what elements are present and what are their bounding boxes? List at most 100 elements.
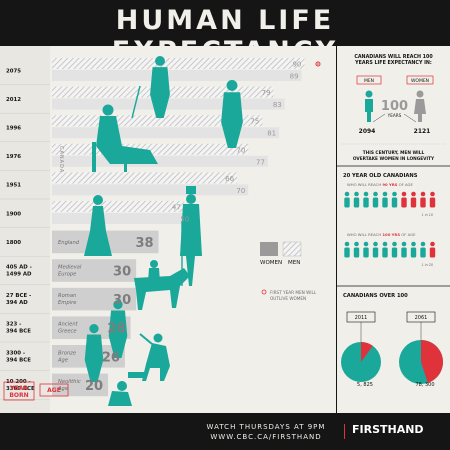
year-label: 394 BCE <box>6 357 31 363</box>
silhouette-seated-woman <box>92 104 158 172</box>
value-label-historical: 30 <box>113 293 131 308</box>
era-label: Age <box>57 357 68 363</box>
pie-slice <box>421 340 443 383</box>
footer-bar <box>0 413 450 450</box>
person-icon <box>372 191 379 208</box>
year-label: 1951 <box>6 183 21 189</box>
legend-label-women: WOMEN <box>260 260 282 266</box>
men-year: 2094 <box>359 128 376 135</box>
year-label: 405 AD - <box>6 265 32 271</box>
annotation-line-2: OUTLIVE WOMEN <box>270 296 306 301</box>
age-box <box>39 383 69 397</box>
footer-url[interactable]: WWW.CBC.CA/FIRSTHAND <box>210 433 322 441</box>
value-label-women: 50 <box>180 216 189 224</box>
legend-swatch-women <box>260 242 278 256</box>
era-label: Roman <box>58 293 76 299</box>
person-icon <box>420 241 426 258</box>
person-icon <box>363 191 369 208</box>
person-icon <box>344 191 350 208</box>
era-label: Age <box>57 386 68 392</box>
value-label-women: 81 <box>267 130 276 138</box>
side-heading-3: CANADIANS OVER 100 <box>343 293 408 299</box>
bar-women <box>52 127 280 139</box>
row-ratio: 1 in 10 <box>422 213 433 217</box>
country-label: CANADA <box>58 146 64 173</box>
age-label: AGE <box>47 387 61 394</box>
value-label-men: 47 <box>172 204 181 212</box>
silhouette-bronze-smith <box>128 333 170 381</box>
bar-men <box>52 172 238 184</box>
year-label: 1499 AD <box>6 272 32 278</box>
bar-women <box>52 98 285 110</box>
person-icon <box>391 241 398 258</box>
era-label: Medieval <box>58 265 82 271</box>
era-label: England <box>58 240 80 246</box>
value-label-men: 90 <box>292 61 301 69</box>
year-label: 1976 <box>6 154 21 160</box>
pie-year: 2011 <box>355 315 368 321</box>
side-heading-1b: YEARS LIFE EXPECTANCY IN: <box>354 60 432 66</box>
person-icon <box>353 241 360 258</box>
value-label-men: 75 <box>250 118 259 126</box>
person-icon <box>353 191 360 208</box>
bar-women <box>52 70 302 81</box>
silhouette-elderly-man-walker <box>221 80 243 148</box>
person-icon <box>401 241 407 258</box>
value-label-men: 70 <box>236 146 245 154</box>
value-label-historical: 26 <box>102 350 120 365</box>
brand-logo: FIRSTHAND <box>352 423 424 436</box>
era-label: Greece <box>58 329 77 335</box>
value-label-women: 89 <box>290 73 299 81</box>
era-label: Empire <box>58 300 76 306</box>
year-label: 1900 <box>6 211 21 217</box>
men-tag-box <box>356 75 382 85</box>
era-label: Europe <box>58 272 76 278</box>
person-icon <box>401 191 407 208</box>
year-label: 2075 <box>6 68 21 74</box>
pie-year: 2061 <box>415 315 428 321</box>
silhouette-elderly-man-cane <box>150 56 170 118</box>
men-tag: MEN <box>364 78 374 84</box>
row-label: WHO WILL REACH 90 YRS OF AGE <box>347 182 413 187</box>
year-label: 394 AD <box>6 300 28 306</box>
bar-men <box>52 143 249 155</box>
silhouette-victorian-woman <box>84 195 112 256</box>
women-year: 2121 <box>414 128 431 135</box>
bar-women <box>52 213 193 224</box>
year-born-label-1: YEAR <box>9 385 28 392</box>
year-born-label-2: BORN <box>9 392 28 399</box>
women-tag: WOMEN <box>411 78 429 84</box>
silhouettes <box>84 56 243 406</box>
life-expectancy-chart: 2075908920127983199675811976707719516670… <box>0 46 321 413</box>
person-icon <box>410 191 417 208</box>
year-label: 3300 BCE <box>6 386 35 392</box>
value-label-historical: 20 <box>85 379 103 394</box>
value-label-historical: 30 <box>113 265 131 280</box>
person-icon <box>391 191 398 208</box>
era-label: Ancient <box>57 322 79 328</box>
row-ratio: 1 in 20 <box>422 263 433 267</box>
person-icon <box>382 191 388 208</box>
bar-men <box>52 58 305 69</box>
connector-left <box>372 113 386 123</box>
pie-value: 5, 825 <box>357 382 373 388</box>
silhouette-roman <box>108 300 128 358</box>
footer-schedule: WATCH THURSDAYS AT 9PM <box>206 423 326 431</box>
side-heading-1a: CANADIANS WILL REACH 100 <box>354 54 433 60</box>
women-tag-box <box>406 75 434 85</box>
value-label-women: 70 <box>236 187 245 195</box>
person-icon <box>382 241 388 258</box>
value-label-women: 83 <box>273 101 282 109</box>
year-label: 2012 <box>6 97 21 103</box>
annotation-marker <box>261 289 267 295</box>
year-label: 1800 <box>6 240 21 246</box>
value-label-historical: 28 <box>107 322 125 337</box>
year-column-bg <box>0 46 50 413</box>
value-label-women: 77 <box>256 158 265 166</box>
legend-swatch-men <box>282 241 302 257</box>
title-bar <box>0 0 450 46</box>
silhouette-knight-horse <box>134 260 190 310</box>
pie-value: 78, 300 <box>415 382 434 388</box>
note-line-1: THIS CENTURY, MEN WILL <box>363 150 425 156</box>
person-icon <box>429 241 436 258</box>
